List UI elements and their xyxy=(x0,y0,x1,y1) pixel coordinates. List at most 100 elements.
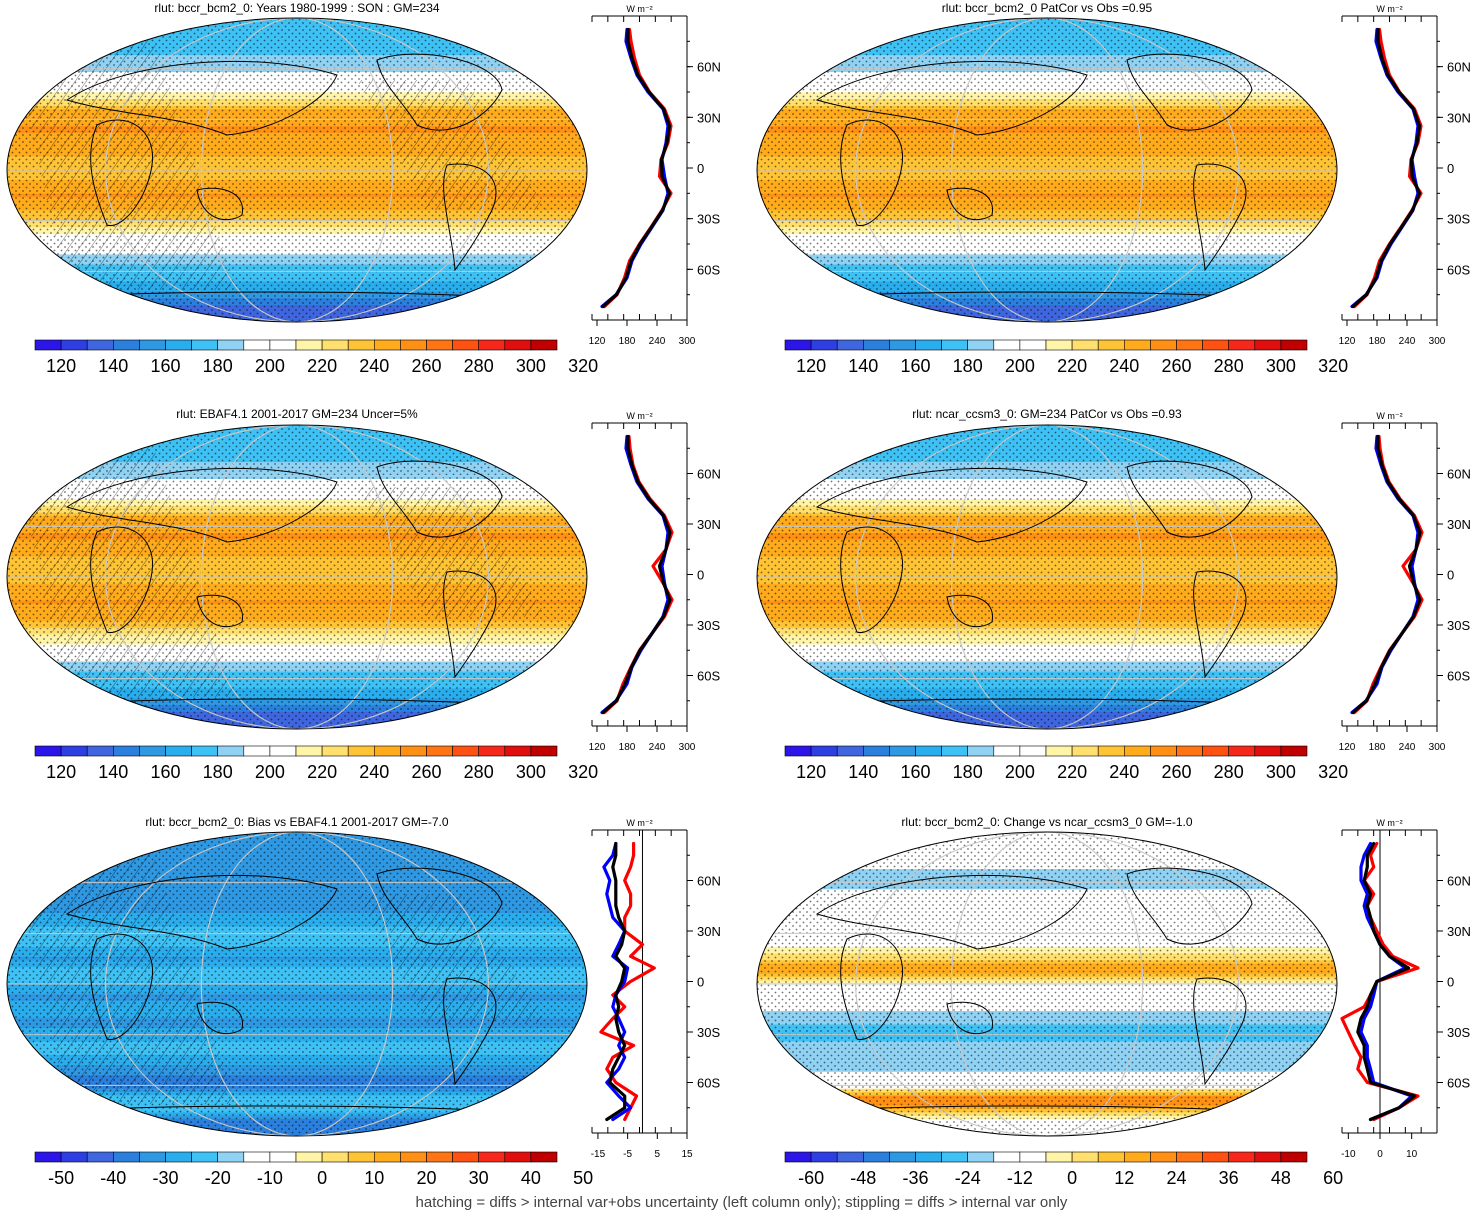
colorbar-tick-label: 200 xyxy=(255,356,285,376)
colorbar-tick-label: 200 xyxy=(1005,762,1035,782)
profile-x-tick-label: 240 xyxy=(1399,742,1416,753)
panel-title: rlut: bccr_bcm2_0: Change vs ncar_ccsm3_… xyxy=(901,815,1192,829)
map-field xyxy=(757,425,1337,729)
colorbar-tick-label: 280 xyxy=(464,762,494,782)
colorbar-tick-label: 0 xyxy=(317,1168,327,1188)
map-field xyxy=(757,832,1337,1136)
colorbar-tick-label: 200 xyxy=(255,762,285,782)
colorbar-tick-label: -60 xyxy=(798,1168,824,1188)
colorbar-tick-label: 280 xyxy=(1214,762,1244,782)
map-field xyxy=(757,18,1337,322)
latitude-tick-label: 30N xyxy=(697,110,721,125)
latitude-tick-label: 0 xyxy=(1447,161,1454,176)
colorbar-tick-label: 260 xyxy=(411,762,441,782)
colorbar-tick-label: 180 xyxy=(203,762,233,782)
map-border xyxy=(756,831,1338,1137)
profile-x-tick-label: 10 xyxy=(1406,1149,1418,1160)
colorbar-tick-label: -12 xyxy=(1007,1168,1033,1188)
zonal-profile: W m⁻² 120 180 240 300 60N 30N 0 30S 60S xyxy=(1339,4,1471,347)
latitude-tick-label: 0 xyxy=(697,975,704,990)
latitude-tick-label: 30S xyxy=(697,1025,720,1040)
colorbar-tick-label: 120 xyxy=(46,356,76,376)
profile-x-tick-label: 180 xyxy=(619,742,636,753)
colorbar-tick-label: -24 xyxy=(955,1168,981,1188)
profile-line-black xyxy=(601,27,672,309)
profile-x-tick-label: -5 xyxy=(623,1149,632,1160)
colorbar-tick-label: 320 xyxy=(568,356,598,376)
latitude-tick-label: 60S xyxy=(697,1076,720,1091)
latitude-tick-label: 30S xyxy=(1447,1025,1470,1040)
latitude-tick-label: 60S xyxy=(697,262,720,277)
profile-x-tick-label: 300 xyxy=(679,742,696,753)
profile-line-red xyxy=(599,841,656,1122)
latitude-tick-label: 30N xyxy=(697,517,721,532)
colorbar-tick-label: 280 xyxy=(1214,356,1244,376)
panel-row2-left: rlut: EBAF4.1 2001-2017 GM=234 Uncer=5% 1… xyxy=(6,407,721,782)
colorbar-tick-label: 160 xyxy=(900,356,930,376)
map-border xyxy=(756,424,1338,730)
latitude-tick-label: 30S xyxy=(1447,212,1470,227)
colorbar-tick-label: 120 xyxy=(796,762,826,782)
colorbar-tick-label: 120 xyxy=(796,356,826,376)
latitude-tick-label: 30N xyxy=(697,924,721,939)
colorbar-tick-label: -40 xyxy=(100,1168,126,1188)
profile-x-tick-label: 15 xyxy=(681,1149,693,1160)
profile-unit: W m⁻² xyxy=(626,4,652,14)
colorbar-tick-label: 0 xyxy=(1067,1168,1077,1188)
colorbar-tick-label: -36 xyxy=(902,1168,928,1188)
colorbar-tick-label: 320 xyxy=(568,762,598,782)
panel-title: rlut: bccr_bcm2_0 PatCor vs Obs =0.95 xyxy=(942,1,1153,15)
profile-line-black xyxy=(1351,27,1422,309)
colorbar-tick-label: 50 xyxy=(573,1168,593,1188)
profile-unit: W m⁻² xyxy=(1376,411,1402,421)
zonal-profile: W m⁻² -10 0 10 60N 30N 0 30S 60S xyxy=(1340,818,1471,1160)
profile-x-tick-label: 300 xyxy=(1429,336,1446,347)
map-border xyxy=(6,17,588,323)
latitude-tick-label: 30S xyxy=(697,212,720,227)
panel-title: rlut: bccr_bcm2_0: Years 1980-1999 : SON… xyxy=(154,1,439,15)
panel-title: rlut: ncar_ccsm3_0: GM=234 PatCor vs Obs… xyxy=(912,407,1182,421)
panel-row1-left: rlut: bccr_bcm2_0: Years 1980-1999 : SON… xyxy=(6,1,721,376)
panel-title: rlut: bccr_bcm2_0: Bias vs EBAF4.1 2001-… xyxy=(145,815,448,829)
map-border xyxy=(756,17,1338,323)
colorbar-tick-label: 120 xyxy=(46,762,76,782)
profile-x-tick-label: 5 xyxy=(655,1149,661,1160)
latitude-tick-label: 30N xyxy=(1447,924,1471,939)
latitude-tick-label: 60S xyxy=(1447,262,1470,277)
profile-x-tick-label: -15 xyxy=(591,1149,606,1160)
colorbar-tick-label: 40 xyxy=(521,1168,541,1188)
colorbar-tick-label: 260 xyxy=(1161,762,1191,782)
profile-x-tick-label: 120 xyxy=(1339,336,1356,347)
colorbar-tick-label: 160 xyxy=(150,356,180,376)
map-border xyxy=(6,424,588,730)
latitude-tick-label: 60N xyxy=(697,874,721,889)
profile-line-black xyxy=(601,434,672,715)
colorbar-tick-label: 160 xyxy=(150,762,180,782)
profile-x-tick-label: 300 xyxy=(679,336,696,347)
panel-row2-right: rlut: ncar_ccsm3_0: GM=234 PatCor vs Obs… xyxy=(756,407,1471,782)
panel-row1-right: rlut: bccr_bcm2_0 PatCor vs Obs =0.95 120… xyxy=(756,1,1471,376)
latitude-tick-label: 0 xyxy=(1447,975,1454,990)
profile-line-black xyxy=(1351,434,1422,715)
colorbar-tick-label: 300 xyxy=(516,356,546,376)
colorbar-tick-label: 300 xyxy=(1266,356,1296,376)
profile-x-tick-label: 120 xyxy=(589,742,606,753)
profile-x-tick-label: 300 xyxy=(1429,742,1446,753)
colorbar-tick-label: 280 xyxy=(464,356,494,376)
latitude-tick-label: 60N xyxy=(1447,60,1471,75)
profile-x-tick-label: 180 xyxy=(1369,336,1386,347)
profile-x-tick-label: 0 xyxy=(1377,1149,1383,1160)
profile-x-tick-label: 240 xyxy=(649,336,666,347)
latitude-tick-label: 60S xyxy=(1447,1076,1470,1091)
colorbar-tick-label: 240 xyxy=(1109,762,1139,782)
colorbar-tick-label: 10 xyxy=(364,1168,384,1188)
profile-x-tick-label: 180 xyxy=(619,336,636,347)
profile-unit: W m⁻² xyxy=(626,818,652,828)
colorbar-tick-label: -48 xyxy=(850,1168,876,1188)
zonal-profile: W m⁻² 120 180 240 300 60N 30N 0 30S 60S xyxy=(589,411,721,753)
profile-x-tick-label: 240 xyxy=(1399,336,1416,347)
panel-title: rlut: EBAF4.1 2001-2017 GM=234 Uncer=5% xyxy=(176,407,418,421)
colorbar: 120 140 160 180 200 220 240 260 280 300 320 xyxy=(34,745,598,782)
latitude-tick-label: 0 xyxy=(1447,568,1454,583)
